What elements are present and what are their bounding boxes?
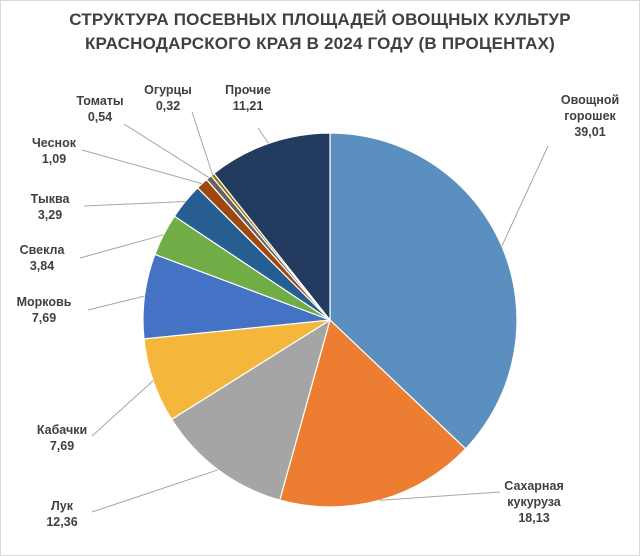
data-label-2: Сахарная кукуруза 18,13 <box>504 479 563 525</box>
leader-line-10 <box>191 111 213 175</box>
leader-line-6 <box>79 234 164 259</box>
leader-line-8 <box>81 149 203 185</box>
leader-line-5 <box>87 295 145 311</box>
pie-slice-11 <box>213 132 331 322</box>
data-label-6: Свекла 3,84 <box>20 243 66 273</box>
pie-slice-2 <box>279 318 467 508</box>
chart-title-line-2: КРАСНОДАРСКОГО КРАЯ В 2024 ГОДУ (В ПРОЦЕ… <box>84 34 556 53</box>
leader-line-11 <box>257 127 269 144</box>
data-label-4: Кабачки 7,69 <box>37 423 87 453</box>
leader-line-4 <box>91 380 154 437</box>
leader-line-1 <box>501 145 549 247</box>
data-label-1: Овощной горошек 39,01 <box>561 93 619 139</box>
data-label-7: Тыква 3,29 <box>31 192 71 222</box>
data-label-5: Морковь 7,69 <box>17 295 72 325</box>
pie-slice-1 <box>329 132 518 450</box>
pie-slice-3 <box>170 318 331 501</box>
leader-line-9 <box>123 123 210 179</box>
data-label-9: Томаты 0,54 <box>76 94 123 124</box>
data-label-8: Чеснок 1,09 <box>32 136 77 166</box>
leader-line-2 <box>379 491 501 501</box>
data-label-11: Прочие 11,21 <box>225 83 271 113</box>
data-label-3: Лук 12,36 <box>46 499 77 529</box>
chart-title-line-1: СТРУКТУРА ПОСЕВНЫХ ПЛОЩАДЕЙ ОВОЩНЫХ КУЛЬ… <box>69 10 571 29</box>
leader-line-7 <box>83 201 186 207</box>
leader-line-3 <box>91 469 219 513</box>
data-label-10: Огурцы 0,32 <box>144 83 192 113</box>
